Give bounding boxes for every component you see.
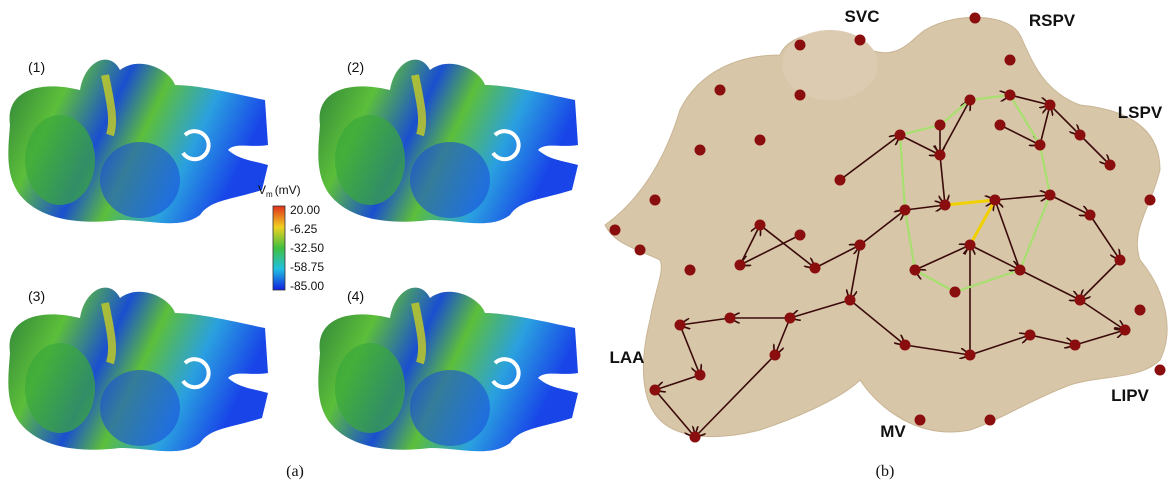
- electrode: [795, 40, 806, 51]
- electrode: [855, 35, 866, 46]
- electrode: [610, 225, 621, 236]
- colorbar-title: Vm(mV): [258, 183, 301, 199]
- snapshot-label: (4): [347, 288, 364, 304]
- electrode: [785, 313, 796, 324]
- electrode: [755, 135, 766, 146]
- electrode: [895, 130, 906, 141]
- colorbar-subscript: m: [266, 190, 273, 199]
- colorbar-symbol: V: [258, 183, 266, 197]
- electrode: [690, 432, 701, 443]
- electrode: [735, 260, 746, 271]
- structure-label: RSPV: [1029, 11, 1076, 30]
- heart-map: [318, 60, 578, 224]
- electrode: [1045, 190, 1056, 201]
- electrode: [950, 287, 961, 298]
- electrode: [650, 195, 661, 206]
- electrode: [1070, 340, 1081, 351]
- electrode: [1135, 305, 1146, 316]
- atrium-surface: [605, 17, 1167, 436]
- panel-label: (b): [876, 463, 895, 480]
- electrode: [910, 265, 921, 276]
- electrode: [900, 340, 911, 351]
- snapshot-label: (2): [347, 59, 364, 75]
- electrode: [1085, 210, 1096, 221]
- colorbar-tick: 20.00: [290, 203, 320, 217]
- electrode: [635, 245, 646, 256]
- electrode: [970, 13, 981, 24]
- electrode: [1075, 130, 1086, 141]
- electrode: [1105, 160, 1116, 171]
- electrode: [965, 350, 976, 361]
- electrode: [1145, 195, 1156, 206]
- electrode: [995, 120, 1006, 131]
- colorbar: [273, 206, 285, 290]
- snapshot-label: (3): [28, 288, 45, 304]
- electrode: [795, 90, 806, 101]
- colorbar-tick: -6.25: [290, 222, 318, 236]
- electrode: [675, 320, 686, 331]
- electrode: [1025, 330, 1036, 341]
- colorbar-tick: -32.50: [290, 241, 324, 255]
- electrode: [965, 240, 976, 251]
- electrode: [685, 265, 696, 276]
- electrode: [855, 240, 866, 251]
- electrode: [1075, 295, 1086, 306]
- electrode: [835, 175, 846, 186]
- heart-map: [318, 288, 578, 452]
- structure-label: SVC: [845, 7, 880, 26]
- electrode: [1155, 365, 1166, 376]
- figure: (1) (2) (3) (4) Vm(mV) 20.00 -6.25 -32.50 -…: [0, 0, 1174, 487]
- electrode: [695, 145, 706, 156]
- electrode: [1035, 140, 1046, 151]
- electrode: [1120, 325, 1131, 336]
- electrode: [990, 195, 1001, 206]
- electrode: [935, 120, 946, 131]
- colorbar-unit: (mV): [275, 183, 301, 197]
- electrode: [755, 220, 766, 231]
- electrode: [1115, 255, 1126, 266]
- electrode: [795, 230, 806, 241]
- electrode: [1005, 90, 1016, 101]
- electrode: [770, 350, 781, 361]
- snapshot-label: (1): [28, 59, 45, 75]
- electrode: [1045, 100, 1056, 111]
- heart-map: [8, 60, 268, 224]
- colorbar-tick: -85.00: [290, 279, 324, 293]
- electrode: [810, 263, 821, 274]
- electrode: [985, 415, 996, 426]
- electrode: [1015, 265, 1026, 276]
- electrode: [1005, 55, 1016, 66]
- electrode: [900, 205, 911, 216]
- electrode: [695, 370, 706, 381]
- heart-map: [8, 288, 268, 452]
- electrode: [940, 200, 951, 211]
- electrode: [650, 385, 661, 396]
- structure-label: LAA: [610, 348, 645, 367]
- electrode: [935, 150, 946, 161]
- electrode: [965, 95, 976, 106]
- structure-label: LIPV: [1111, 386, 1149, 405]
- structure-label: MV: [880, 422, 906, 441]
- electrode: [845, 295, 856, 306]
- structure-label: LSPV: [1118, 103, 1163, 122]
- panel-label: (a): [286, 463, 304, 480]
- electrode: [915, 415, 926, 426]
- electrode: [725, 313, 736, 324]
- colorbar-tick: -58.75: [290, 260, 324, 274]
- electrode: [715, 85, 726, 96]
